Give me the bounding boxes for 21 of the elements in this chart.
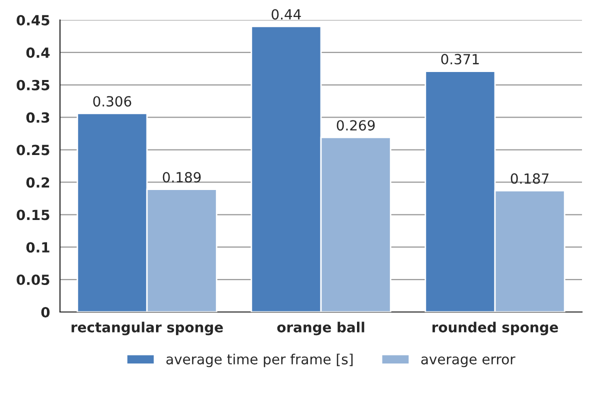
legend-label: average error (421, 356, 516, 368)
y-tick-label: 0.1 (26, 242, 50, 253)
y-tick-label: 0.3 (26, 112, 50, 123)
x-tick-label: rounded sponge (432, 322, 558, 336)
y-tick-label: 0 (41, 306, 50, 318)
data-label: 0.371 (441, 54, 479, 64)
legend-label: average time per frame [s] (166, 354, 353, 368)
data-label: 0.306 (93, 96, 132, 107)
y-tick-label: 0.2 (26, 177, 50, 188)
y-tick-label: 0.15 (16, 210, 50, 220)
y-tick-label: 0.45 (16, 14, 50, 26)
data-label: 0.187 (510, 173, 548, 184)
data-label: 0.189 (162, 172, 201, 182)
data-label: 0.44 (272, 9, 301, 20)
y-tick-label: 0.4 (26, 47, 50, 58)
x-tick-label: orange ball (277, 322, 364, 336)
data-label: 0.269 (336, 120, 375, 131)
y-tick-label: 0.35 (16, 80, 50, 90)
y-tick-label: 0.25 (16, 144, 50, 156)
y-tick-label: 0.05 (16, 274, 50, 286)
x-tick-label: rectangular sponge (72, 322, 223, 336)
